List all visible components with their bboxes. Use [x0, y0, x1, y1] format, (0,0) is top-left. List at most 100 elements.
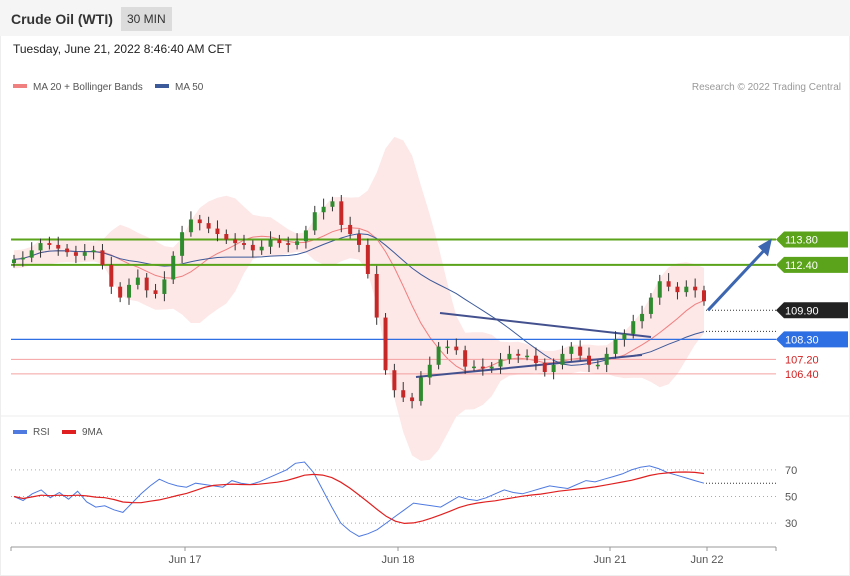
candle-body	[542, 362, 547, 373]
candle-body	[507, 353, 512, 360]
candle-body	[12, 259, 16, 264]
pivot-tag	[776, 331, 848, 348]
candle-body	[65, 248, 70, 253]
candle-body	[489, 366, 494, 369]
candle-body	[622, 333, 627, 340]
candle-body	[38, 243, 43, 251]
candle-body	[648, 297, 653, 314]
candle-body	[480, 366, 485, 369]
candle-body	[303, 230, 308, 242]
candle-body	[91, 250, 96, 253]
candle-body	[427, 364, 432, 378]
candle-body	[348, 224, 353, 235]
candle-body	[374, 273, 379, 318]
legend-swatch-ma50	[155, 84, 169, 88]
timeframe-badge[interactable]: 30 MIN	[121, 7, 172, 31]
candle-body	[702, 290, 706, 302]
legend-swatch-9ma	[62, 430, 76, 434]
candle-body	[693, 286, 698, 291]
support-label: 106.40	[785, 369, 819, 381]
candle-body	[454, 346, 459, 351]
candle-body	[357, 234, 361, 245]
rsi-level-label: 50	[785, 492, 797, 504]
candle-body	[250, 244, 255, 251]
candle-body	[109, 264, 114, 287]
candle-body	[604, 353, 609, 365]
current-price-label: 109.90	[785, 305, 819, 317]
candle-body	[365, 244, 370, 274]
candle-body	[675, 286, 680, 293]
candle-body	[410, 397, 415, 402]
legend-ma50-label: MA 50	[175, 82, 204, 93]
support-label: 107.20	[785, 354, 819, 366]
resistance-label: 113.80	[785, 234, 818, 246]
current-price-tag	[776, 302, 848, 319]
candle-body	[206, 223, 211, 229]
candle-body	[215, 228, 220, 235]
candle-body	[560, 353, 565, 365]
copyright-text: Research © 2022 Trading Central	[692, 82, 841, 93]
candle-body	[82, 252, 87, 256]
bollinger-bands	[14, 136, 704, 461]
candle-body	[242, 243, 246, 245]
candle-body	[684, 286, 689, 293]
candle-body	[277, 239, 282, 244]
x-tick-label: Jun 21	[593, 554, 626, 566]
candle-body	[153, 290, 158, 294]
candle-body	[516, 353, 521, 356]
x-tick-label: Jun 18	[381, 554, 414, 566]
legend-rsi-label: RSI	[33, 427, 50, 438]
candle-body	[533, 355, 538, 363]
candle-body	[224, 234, 229, 240]
rsi-level-label: 30	[785, 518, 797, 530]
resistance-tag	[776, 231, 848, 248]
candle-body	[498, 359, 503, 367]
legend-ma20-label: MA 20 + Bollinger Bands	[33, 82, 143, 93]
candle-body	[127, 284, 131, 298]
candle-body	[551, 364, 556, 373]
legend-9ma-label: 9MA	[82, 427, 103, 438]
candle-body	[392, 370, 397, 391]
candle-body	[666, 281, 671, 287]
legend-swatch-rsi	[13, 430, 27, 434]
chart-header: Crude Oil (WTI) 30 MIN	[0, 0, 850, 36]
instrument-title: Crude Oil (WTI)	[11, 11, 113, 27]
candle-body	[640, 313, 645, 322]
candle-body	[188, 219, 193, 233]
x-tick-label: Jun 17	[168, 554, 201, 566]
candle-body	[47, 243, 52, 245]
candle-body	[613, 339, 618, 354]
legend-swatch-ma20	[13, 84, 27, 88]
projection-arrow	[706, 249, 766, 312]
candle-body	[197, 219, 202, 224]
candle-body	[233, 239, 238, 244]
candle-body	[463, 350, 468, 367]
candle-body	[29, 250, 34, 258]
candle-body	[383, 317, 388, 371]
candle-body	[525, 355, 530, 358]
candle-body	[286, 243, 291, 245]
candle-body	[100, 250, 105, 265]
candle-body	[312, 212, 317, 231]
candle-body	[180, 232, 185, 256]
candle-body	[135, 277, 140, 285]
candle-body	[657, 281, 662, 298]
pivot-label: 108.30	[785, 334, 819, 346]
projection-arrow-head	[758, 238, 772, 257]
candle-body	[587, 355, 591, 365]
candle-body	[339, 201, 344, 225]
candle-body	[578, 346, 583, 356]
triangle-lower-line	[415, 354, 643, 378]
candle-body	[144, 277, 149, 291]
candle-body	[118, 286, 123, 298]
candle-body	[171, 255, 176, 280]
candle-body	[268, 239, 273, 247]
candle-body	[56, 244, 61, 249]
candle-body	[330, 201, 335, 207]
candle-body	[436, 346, 441, 365]
candle-body	[595, 364, 600, 367]
resistance-label: 112.40	[785, 260, 818, 272]
candle-body	[631, 321, 636, 334]
candle-body	[162, 279, 167, 294]
